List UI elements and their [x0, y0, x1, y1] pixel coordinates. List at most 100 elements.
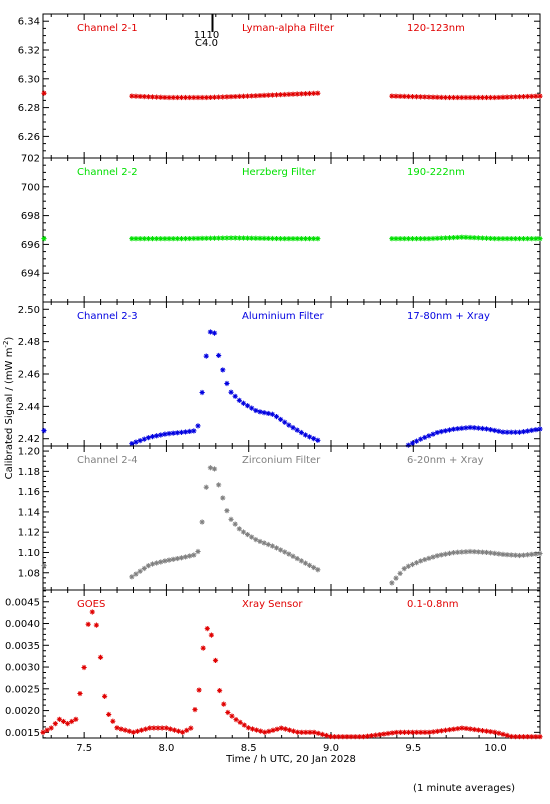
- panel-5-data-point: [180, 729, 186, 735]
- panel-4-data-point: [207, 465, 213, 471]
- panel-2-data-point: [249, 235, 255, 241]
- panel-2-data-point: [442, 235, 448, 241]
- panel-1-data-point: [413, 94, 420, 100]
- panel-2-data-point: [492, 236, 498, 242]
- panel-4-data-point: [244, 531, 251, 538]
- panel-5-data-point: [303, 729, 309, 735]
- panel-2-data-point: [149, 236, 156, 242]
- panel-1-data-point: [315, 90, 321, 96]
- panel-2-frame: [42, 157, 541, 303]
- panel-4-data-point: [141, 565, 147, 572]
- panel-4-data-point: [475, 549, 481, 555]
- panel-5-data-point: [65, 721, 71, 727]
- panel-4-data-point: [253, 537, 259, 543]
- panel-5-data-point: [266, 728, 272, 734]
- panel-4-data-point: [195, 548, 201, 555]
- panel-2-data-point: [397, 236, 403, 242]
- y-axis-label-sup: -2: [2, 341, 10, 348]
- panel-3-channel-label: Channel 2-3: [77, 311, 138, 322]
- panel-4-channel-label: Channel 2-4: [77, 455, 138, 466]
- panel-5-data-point: [484, 728, 490, 734]
- panel-4-data-point: [315, 567, 321, 573]
- panel-2-data-point: [311, 236, 317, 242]
- panel-5-data-point: [438, 728, 445, 734]
- x-tick-label: 10.0: [484, 743, 506, 754]
- panel-5-filter-label: Xray Sensor: [242, 599, 303, 610]
- panel-2-data-point: [137, 236, 143, 242]
- panel-2-data-point: [389, 236, 395, 242]
- panel-5-data-point: [151, 725, 157, 731]
- y-axis-label-main: Calibrated Signal / (mW m: [4, 348, 15, 480]
- panel-3-data-point: [467, 424, 473, 431]
- panel-3-data-point: [232, 393, 238, 399]
- panel-1-data-point: [508, 94, 514, 100]
- x-tick-label: 9.0: [323, 743, 339, 754]
- panel-3-data-point: [240, 400, 247, 406]
- panel-3-data-point: [496, 428, 502, 434]
- panel-5-data-point: [167, 726, 173, 732]
- panel-4-data-point: [451, 550, 457, 556]
- panel-3-data-point: [418, 436, 424, 442]
- panel-4-data-point: [166, 557, 172, 563]
- panel-3-data-point: [504, 429, 510, 435]
- panel-5-data-point: [516, 734, 523, 740]
- panel-2-data-point: [191, 235, 197, 242]
- panel-4-band-label: 6-20nm + Xray: [407, 455, 484, 466]
- panel-2-band-label: 190-222nm: [407, 167, 465, 178]
- panel-2-data-point: [290, 236, 296, 242]
- panel-5-data-point: [463, 725, 469, 732]
- panel-4-data-point: [182, 554, 189, 560]
- panel-3-data-point: [286, 422, 292, 428]
- panel-2-data-point: [430, 235, 436, 242]
- panel-1-data-point: [145, 94, 151, 100]
- panel-2-data-point: [282, 236, 288, 242]
- panel-4-data-point: [483, 549, 490, 556]
- panel-2-data-point: [257, 235, 263, 241]
- panel-3-data-point: [170, 430, 176, 436]
- panel-4-data-point: [488, 550, 494, 556]
- panel-4-data-point: [418, 558, 424, 564]
- panel-1-data-point: [191, 94, 197, 101]
- panel-3-data-point: [273, 413, 280, 420]
- panel-5-data-point: [245, 725, 251, 731]
- panel-1-y-tick-label: 6.30: [18, 74, 40, 85]
- panel-2-data-point: [504, 236, 510, 242]
- panel-3-frame: [42, 301, 541, 447]
- panel-4-data-point: [129, 574, 135, 580]
- panel-4-frame: [42, 445, 541, 591]
- panel-3-data-point: [199, 389, 205, 396]
- panel-5-data-point: [122, 727, 128, 733]
- panel-1-data-point: [409, 94, 416, 100]
- panel-2-channel-label: Channel 2-2: [77, 167, 138, 178]
- panel-3-data-point: [244, 403, 251, 409]
- panel-3-data-point: [154, 433, 160, 439]
- panel-3-data-point: [430, 431, 436, 437]
- panel-3-data-point: [137, 438, 143, 444]
- x-tick-label: 7.5: [76, 743, 92, 754]
- panel-4-y-tick-label: 1.14: [18, 507, 40, 518]
- panel-2-data-point: [306, 236, 313, 242]
- panel-5-data-point: [52, 721, 58, 727]
- panel-2-data-point: [426, 236, 432, 242]
- panel-3-data-point: [133, 439, 139, 445]
- panel-3-data-point: [492, 427, 498, 434]
- panel-5-data-point: [307, 729, 313, 735]
- panel-1-filter-label: Lyman-alpha Filter: [242, 23, 335, 34]
- panel-3-data-point: [178, 429, 185, 435]
- panel-5-data-point: [130, 729, 136, 735]
- panel-4-data-point: [397, 570, 403, 576]
- panel-2-data-point: [240, 235, 247, 241]
- panel-5-data-point: [253, 727, 260, 733]
- panel-2-data-point: [488, 235, 494, 242]
- panel-1-data-point: [302, 91, 309, 97]
- panel-4-data-point: [302, 560, 309, 566]
- panel-5-data-point: [455, 726, 461, 732]
- panel-5-data-point: [422, 729, 428, 735]
- panel-2-data-point: [500, 236, 506, 242]
- panel-1-data-point: [273, 92, 280, 98]
- panel-4-data-point: [41, 563, 47, 569]
- panel-3-y-tick-label: 2.48: [18, 337, 40, 348]
- x-tick-label: 8.5: [241, 743, 257, 754]
- panel-1-data-point: [228, 94, 234, 100]
